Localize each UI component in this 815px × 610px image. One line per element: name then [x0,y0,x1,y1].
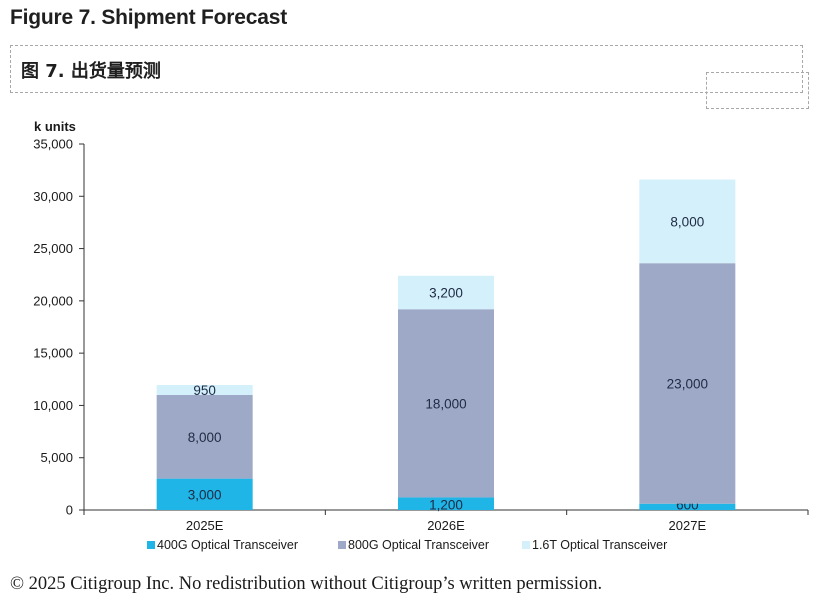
y-tick-label: 25,000 [33,241,73,256]
legend-swatch [522,541,530,549]
x-tick-label: 2027E [669,518,707,533]
data-label: 8,000 [670,214,704,229]
x-tick-label: 2025E [186,518,224,533]
y-tick-label: 5,000 [40,450,73,465]
bar-segment [639,503,736,510]
data-label: 23,000 [667,376,708,391]
bar-segment [639,179,736,264]
data-label: 3,200 [429,285,463,300]
bar-segment [156,478,253,510]
y-tick-label: 20,000 [33,293,73,308]
y-axis-title: k units [34,119,76,134]
data-label: 8,000 [188,430,222,445]
bar-segment [156,394,253,479]
placeholder-box [706,72,809,109]
bar-segment [156,385,253,395]
copyright-footer: © 2025 Citigroup Inc. No redistribution … [10,574,603,594]
figure-title-cn: 图 7. 出货量预测 [21,61,161,82]
legend-swatch [338,541,346,549]
bar-segment [398,497,494,510]
data-label: 3,000 [188,487,222,502]
y-tick-label: 15,000 [33,346,73,361]
data-label: 950 [193,383,216,398]
y-tick-label: 35,000 [33,137,73,152]
bar-segment [398,309,494,498]
bar-segment [639,263,736,504]
data-label: 18,000 [425,396,466,411]
legend-swatch [147,541,155,549]
y-tick-label: 0 [66,503,73,518]
figure-title-cn-box: 图 7. 出货量预测 [10,45,803,93]
y-tick-label: 10,000 [33,398,73,413]
y-tick-label: 30,000 [33,189,73,204]
legend-label: 400G Optical Transceiver [157,538,298,552]
x-tick-label: 2026E [427,518,465,533]
figure-title: Figure 7. Shipment Forecast [10,6,287,29]
legend-label: 1.6T Optical Transceiver [532,538,667,552]
legend-label: 800G Optical Transceiver [348,538,489,552]
stacked-bar-chart: k units 0 5,000 10,000 15,000 20,000 25,000 30,… [33,119,809,552]
data-label: 1,200 [429,498,463,513]
bar-segment [398,275,494,310]
